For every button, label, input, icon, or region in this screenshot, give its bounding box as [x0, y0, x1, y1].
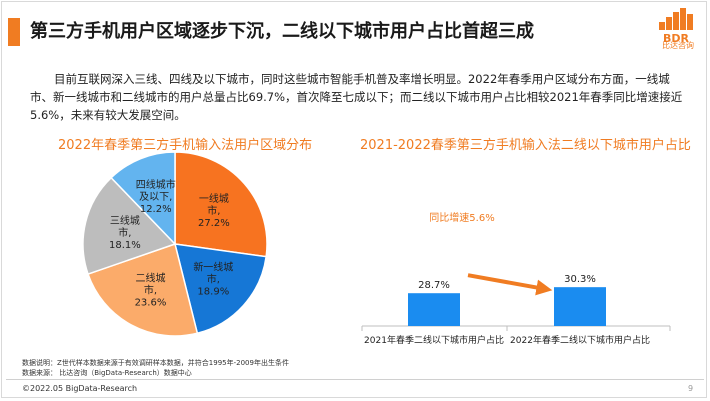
pie-slice-3: [82, 176, 177, 276]
footer-divider: [6, 379, 704, 380]
growth-annotation: 同比增速5.6%: [429, 211, 494, 224]
bar-value-label-1: 30.3%: [564, 274, 596, 285]
data-note: 数据说明：Z世代样本数据来源于有效调研样本数据，并符合1995年-2009年出生…: [22, 359, 289, 367]
bar-chart-title: 2021-2022春季第三方手机输入法二线以下城市用户占比: [360, 138, 691, 153]
bar-category-label-1: 2022年春季二线以下城市用户占比: [510, 334, 650, 346]
pie-slice-0: [174, 151, 268, 258]
bdr-logo-icon: BDR: [659, 8, 693, 45]
pie-slice-label-0: 一线城市, 27.2%: [198, 192, 230, 229]
slide-title: 第三方手机用户区域逐步下沉，二线以下城市用户占比首超三成: [30, 21, 534, 42]
bar-1: [554, 287, 606, 326]
pie-slice-1: [174, 243, 267, 335]
copyright: ©2022.05 BigData-Research: [22, 384, 138, 393]
title-accent-bar: [8, 18, 20, 46]
pie-slice-label-3: 三线城市, 18.1%: [109, 214, 141, 251]
data-source: 数据来源： 比达咨询（BigData-Research）数据中心: [22, 369, 192, 377]
bar-category-label-0: 2021年春季二线以下城市用户占比: [364, 334, 504, 346]
logo-caption: 比达咨询: [662, 41, 694, 50]
pie-chart-title: 2022年春季第三方手机输入法用户区域分布: [58, 138, 313, 153]
bar-chart: 28.7% 2021年春季二线以下城市用户占比 30.3% 2022年春季二线以下城市…: [361, 211, 671, 346]
description-text: 目前互联网深入三线、四线及以下城市，同时这些城市智能手机普及率增长明显。2022…: [30, 72, 683, 122]
pie-slice-label-1: 新一线城市, 18.9%: [193, 260, 233, 297]
description-paragraph: 目前互联网深入三线、四线及以下城市，同时这些城市智能手机普及率增长明显。2022…: [30, 70, 685, 124]
pie-slice-label-2: 二线城市, 23.6%: [135, 271, 167, 308]
pie-slice-4: [110, 151, 176, 246]
pie-slice-label-4: 四线城市及以下, 12.2%: [136, 178, 176, 215]
pie-chart: 一线城市, 27.2% 新一线城市, 18.9% 二线城市, 23.6% 三线城市, 18.1…: [82, 151, 268, 337]
logo-mark: BDR: [663, 32, 690, 45]
page-number: 9: [688, 384, 694, 393]
bar-value-label-0: 28.7%: [418, 280, 450, 291]
pie-slice-2: [87, 243, 199, 337]
bar-0: [408, 293, 460, 326]
growth-arrow-icon: [467, 273, 553, 296]
